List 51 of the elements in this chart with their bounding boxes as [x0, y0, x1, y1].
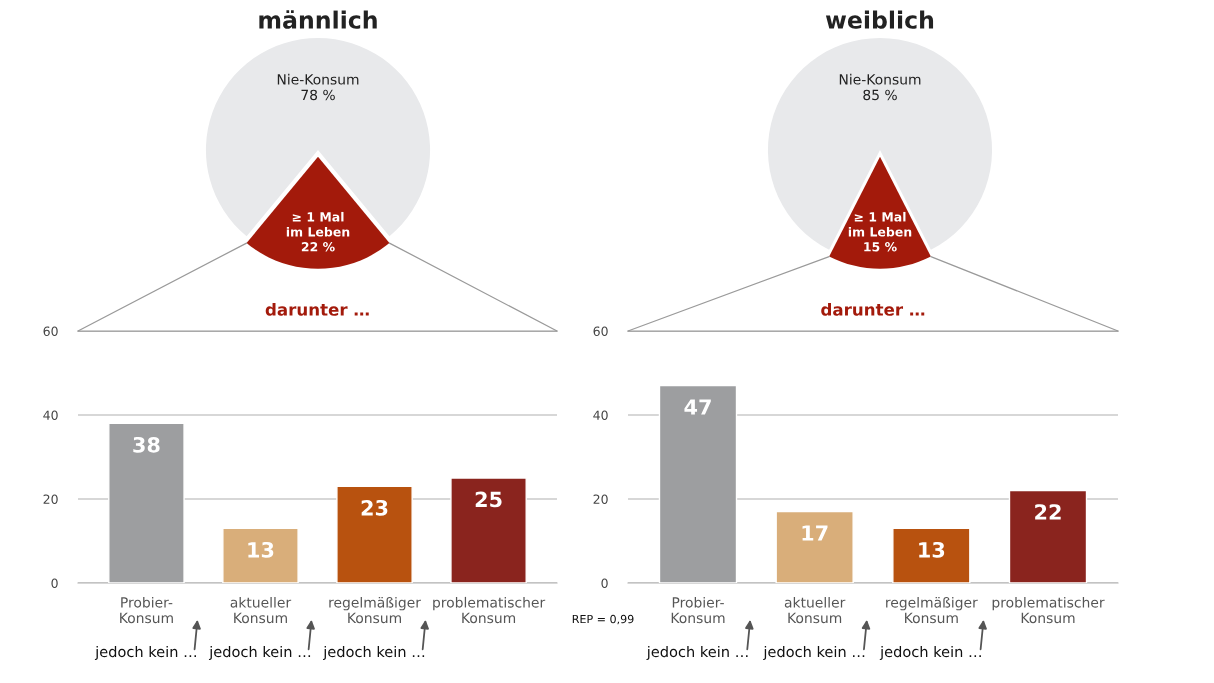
data-label: 38: [133, 436, 160, 453]
y-tick-label: 60: [43, 326, 58, 336]
y-tick-label: 40: [43, 410, 58, 420]
data-label: 78 %: [301, 89, 335, 101]
x-tick-label: regelmäßiger Konsum: [329, 596, 421, 624]
bar: [892, 527, 971, 583]
text: jedoch kein …: [94, 645, 196, 661]
bar: [222, 527, 299, 583]
data-label: 25: [475, 491, 502, 508]
x-tick-label: problematischer Konsum: [433, 596, 546, 624]
chart-title: männlich: [259, 10, 377, 29]
y-tick-label: 0: [601, 578, 608, 588]
data-label: 15 %: [864, 242, 897, 252]
data-label: 17: [802, 525, 828, 541]
slice-label: Nie-Konsum: [839, 73, 921, 85]
bar: [1008, 489, 1088, 583]
slice-label: ≥ 1 Mal im Leben: [286, 211, 350, 237]
x-tick-label: Probier- Konsum: [120, 596, 173, 624]
x-tick-label: problematischer Konsum: [992, 596, 1105, 624]
y-tick-label: 0: [51, 578, 58, 588]
y-tick-label: 20: [593, 494, 608, 504]
bar: [775, 510, 854, 583]
data-label: 23: [361, 499, 388, 516]
text: jedoch kein …: [208, 645, 311, 661]
chart-title: weiblich: [825, 10, 934, 29]
data-label: 22: [1035, 504, 1061, 520]
bar: [108, 422, 185, 583]
slice-label: Nie-Konsum: [277, 73, 359, 85]
text: darunter …: [265, 302, 369, 316]
text: jedoch kein …: [879, 645, 981, 661]
y-tick-label: 60: [593, 326, 608, 336]
text: jedoch kein …: [763, 645, 865, 661]
slice-label: ≥ 1 Mal im Leben: [848, 211, 912, 237]
text: jedoch kein …: [323, 645, 425, 661]
bar: [336, 485, 413, 583]
bar: [658, 384, 738, 583]
text: darunter …: [821, 302, 925, 316]
x-tick-label: Probier- Konsum: [671, 596, 725, 624]
x-tick-label: aktueller Konsum: [784, 596, 846, 624]
bar: [450, 477, 527, 583]
data-label: 85 %: [863, 89, 897, 101]
text: REP = 0,99: [572, 614, 634, 625]
text: jedoch kein …: [646, 645, 748, 661]
data-label: 13: [919, 541, 945, 558]
x-tick-label: aktueller Konsum: [230, 596, 292, 624]
x-tick-label: regelmäßiger Konsum: [886, 596, 978, 624]
y-tick-label: 20: [43, 494, 58, 504]
data-label: 47: [684, 399, 711, 415]
data-label: 13: [248, 541, 274, 558]
data-label: 22 %: [301, 242, 335, 252]
y-tick-label: 40: [593, 410, 608, 420]
